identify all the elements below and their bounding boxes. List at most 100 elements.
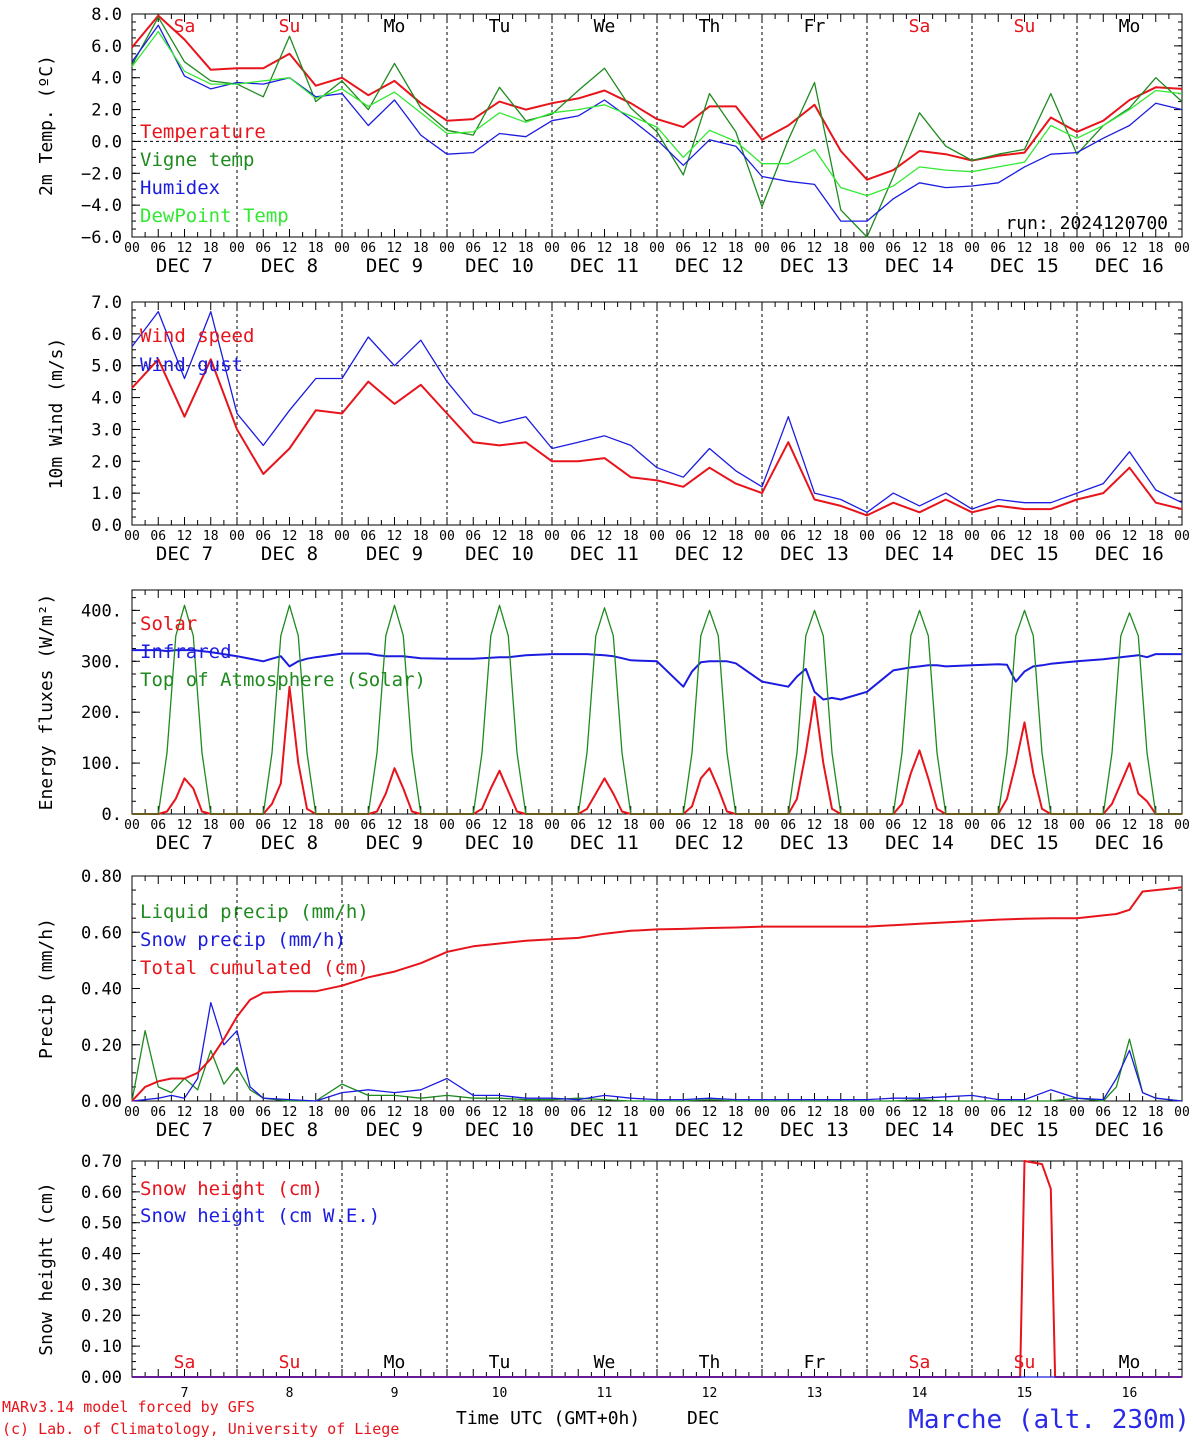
hour-tick-label: 06: [780, 1105, 796, 1120]
hour-tick-label: 18: [728, 529, 744, 544]
hour-tick-label: 06: [885, 818, 901, 833]
hour-tick-label: 06: [465, 529, 481, 544]
weekday-label: Fr: [804, 1352, 826, 1373]
hour-tick-label: 18: [308, 529, 324, 544]
hour-tick-label: 00: [964, 529, 980, 544]
hour-tick-label: 18: [308, 1105, 324, 1120]
series-line-2: [131, 886, 1183, 1102]
hour-tick-label: 12: [912, 1105, 928, 1120]
y-tick-label: 200.: [81, 703, 122, 723]
hour-tick-label: 18: [938, 1105, 954, 1120]
date-label: DEC 14: [885, 1119, 954, 1141]
hour-tick-label: 00: [229, 241, 245, 256]
y-axis-title: Energy fluxes (W/m²): [36, 594, 57, 811]
hour-tick-label: 00: [544, 529, 560, 544]
weekday-label: Tu: [489, 1352, 511, 1373]
hour-tick-label: 12: [177, 529, 193, 544]
hour-tick-label: 06: [570, 241, 586, 256]
hour-tick-label: 00: [439, 529, 455, 544]
hour-tick-label: 18: [1043, 818, 1059, 833]
plot-frame: [131, 589, 1183, 815]
hour-tick-label: 18: [833, 241, 849, 256]
hour-tick-label: 00: [544, 1105, 560, 1120]
legend-entry: Snow height (cm): [140, 1178, 323, 1200]
series-line-1: [131, 1001, 1183, 1102]
weekday-label: Su: [279, 1352, 301, 1373]
hour-tick-label: 12: [1017, 529, 1033, 544]
hour-tick-label: 06: [990, 818, 1006, 833]
hour-tick-label: 12: [807, 818, 823, 833]
hour-tick-label: 12: [912, 241, 928, 256]
date-label: DEC 7: [156, 543, 213, 565]
hour-tick-label: 12: [702, 818, 718, 833]
hour-tick-label: 18: [308, 241, 324, 256]
hour-tick-label: 18: [1148, 241, 1164, 256]
model-credit: MARv3.14 model forced by GFS: [2, 1398, 255, 1416]
hour-tick-label: 00: [1069, 818, 1085, 833]
hour-tick-label: 18: [518, 1105, 534, 1120]
legend-entry: Top of Atmosphere (Solar): [140, 669, 426, 691]
hour-tick-label: 12: [597, 241, 613, 256]
run-annotation: run: 2024120700: [1005, 213, 1168, 234]
hour-tick-label: 12: [492, 818, 508, 833]
y-tick-label: 4.0: [91, 69, 122, 89]
legend-entry: DewPoint Temp: [140, 205, 289, 227]
series-line-1: [131, 16, 1183, 238]
hour-tick-label: 18: [413, 241, 429, 256]
day-number-label: 15: [1017, 1386, 1033, 1401]
hour-tick-label: 00: [964, 1105, 980, 1120]
y-axis-title: Snow height (cm): [36, 1182, 57, 1355]
y-tick-label: 0.20: [81, 1036, 122, 1056]
hour-tick-label: 06: [780, 818, 796, 833]
weekday-label: Mo: [1119, 1352, 1141, 1373]
y-tick-label: 7.0: [91, 293, 122, 313]
hour-tick-label: 12: [492, 529, 508, 544]
hour-tick-label: 06: [990, 241, 1006, 256]
hour-tick-label: 12: [807, 529, 823, 544]
hour-tick-label: 12: [387, 241, 403, 256]
hour-tick-label: 18: [1043, 1105, 1059, 1120]
weekday-label: Fr: [804, 16, 826, 37]
day-number-label: 16: [1122, 1386, 1138, 1401]
hour-tick-label: 00: [124, 1105, 140, 1120]
hour-tick-label: 00: [859, 1105, 875, 1120]
hour-tick-label: 00: [754, 529, 770, 544]
legend-entry: Vigne temp: [140, 149, 254, 171]
hour-tick-label: 18: [308, 818, 324, 833]
y-tick-label: −6.0: [81, 228, 122, 248]
series-line-2: [131, 24, 1183, 222]
y-tick-label: 0.70: [81, 1152, 122, 1172]
date-label: DEC 9: [366, 1119, 423, 1141]
y-tick-label: 0.60: [81, 923, 122, 943]
hour-tick-label: 12: [807, 241, 823, 256]
hour-tick-label: 06: [570, 529, 586, 544]
hour-tick-label: 00: [334, 241, 350, 256]
hour-tick-label: 00: [754, 1105, 770, 1120]
hour-tick-label: 12: [387, 529, 403, 544]
y-tick-label: −4.0: [81, 196, 122, 216]
hour-tick-label: 00: [754, 241, 770, 256]
hour-tick-label: 12: [1122, 241, 1138, 256]
hour-tick-label: 06: [675, 1105, 691, 1120]
weekday-label: Su: [1014, 16, 1036, 37]
hour-tick-label: 00: [124, 241, 140, 256]
hour-tick-label: 12: [282, 241, 298, 256]
y-tick-label: 100.: [81, 754, 122, 774]
hour-tick-label: 06: [885, 241, 901, 256]
y-tick-label: 4.0: [91, 389, 122, 409]
day-number-label: 12: [702, 1386, 718, 1401]
hour-tick-label: 00: [859, 529, 875, 544]
day-number-label: 10: [492, 1386, 508, 1401]
hour-tick-label: 12: [387, 818, 403, 833]
hour-tick-label: 06: [465, 818, 481, 833]
hour-tick-label: 12: [1122, 1105, 1138, 1120]
hour-tick-label: 18: [518, 241, 534, 256]
x-axis-month: DEC: [687, 1408, 720, 1429]
hour-tick-label: 12: [1017, 1105, 1033, 1120]
hour-tick-label: 00: [964, 241, 980, 256]
hour-tick-label: 18: [1148, 818, 1164, 833]
weekday-label: Tu: [489, 16, 511, 37]
hour-tick-label: 00: [859, 818, 875, 833]
hour-tick-label: 00: [544, 241, 560, 256]
hour-tick-label: 12: [177, 818, 193, 833]
